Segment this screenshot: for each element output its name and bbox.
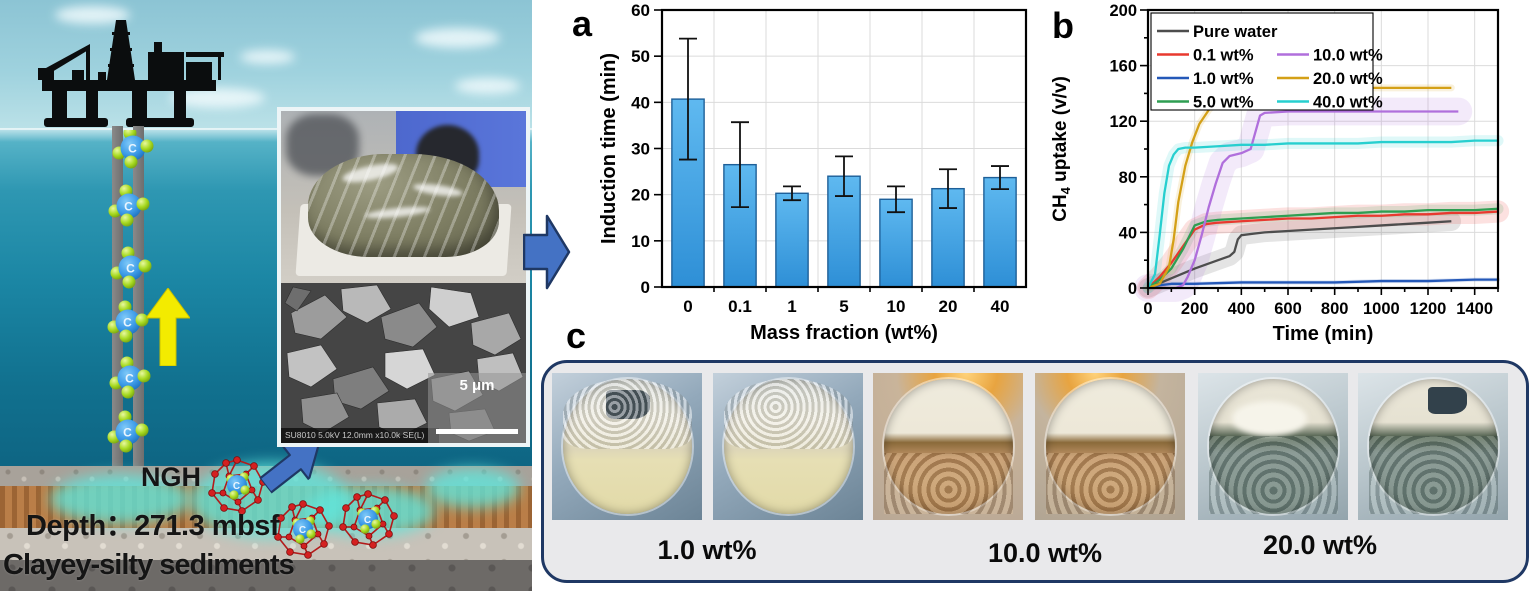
svg-text:60: 60 — [631, 1, 650, 20]
hydrate-photo-10wt-1 — [873, 373, 1023, 520]
svg-text:CH4 uptake (v/v): CH4 uptake (v/v) — [1050, 76, 1073, 222]
svg-text:1200: 1200 — [1410, 300, 1447, 318]
svg-text:30: 30 — [631, 140, 650, 159]
svg-text:0.1: 0.1 — [728, 297, 752, 316]
svg-text:10: 10 — [887, 297, 906, 316]
svg-text:200: 200 — [1181, 300, 1209, 318]
svg-text:40: 40 — [991, 297, 1010, 316]
sem-metadata-text: SU8010 5.0kV 12.0mm x10.0k SE(L) — [281, 428, 440, 443]
clay-sample-block — [307, 154, 500, 258]
sediment-layer — [0, 560, 532, 591]
sediment-type-label: Clayey-silty sediments — [3, 549, 295, 581]
photo-label-1wt: 1.0 wt% — [657, 535, 757, 565]
sediment-sample-photo — [281, 111, 526, 283]
svg-text:10: 10 — [631, 232, 650, 251]
depth-label: Depth：271.3 mbsf — [26, 510, 280, 542]
svg-text:Mass fraction (wt%): Mass fraction (wt%) — [750, 322, 938, 344]
hydrate-photo-20wt-2 — [1358, 373, 1508, 520]
cloud-icon — [240, 50, 295, 64]
cloud-icon — [455, 78, 520, 94]
series-lines — [1146, 86, 1499, 290]
axes: 0 10 20 30 40 50 60 0 0.1 1 5 10 20 40 — [631, 1, 1009, 316]
svg-text:20: 20 — [631, 186, 650, 205]
svg-text:1000: 1000 — [1363, 300, 1400, 318]
photo-label-10wt: 10.0 wt% — [987, 538, 1103, 568]
svg-text:800: 800 — [1321, 300, 1349, 318]
svg-text:400: 400 — [1228, 300, 1256, 318]
svg-text:0: 0 — [1143, 300, 1152, 318]
hydrate-photo-20wt-1 — [1198, 373, 1348, 520]
hydrate-deposit-glow — [50, 474, 190, 524]
sem-scale-bar — [435, 429, 519, 434]
axes: 0 200 400 600 800 1000 1200 1400 0 40 80 120 160 200 — [1109, 2, 1499, 318]
error-bars — [679, 37, 1009, 214]
svg-text:Pure water: Pure water — [1193, 23, 1278, 41]
photo-label-20wt: 20.0 wt% — [1262, 530, 1378, 560]
svg-text:5.0 wt%: 5.0 wt% — [1193, 94, 1254, 112]
hydrate-photo-1wt-2 — [713, 373, 863, 520]
svg-text:20: 20 — [939, 297, 958, 316]
svg-text:40: 40 — [631, 93, 650, 112]
sample-inset-box: SU8010 5.0kV 12.0mm x10.0k SE(L) 5 μm — [277, 107, 530, 447]
northeast-arrow-icon — [258, 442, 321, 494]
grid — [1148, 10, 1498, 288]
right-arrow-icon — [523, 214, 571, 290]
upward-flow-arrow-icon — [146, 288, 190, 366]
svg-text:200: 200 — [1109, 2, 1137, 20]
svg-text:120: 120 — [1109, 113, 1137, 131]
ch4-uptake-line-chart: 0 200 400 600 800 1000 1200 1400 0 40 80 120 160 200 T… — [1050, 2, 1510, 345]
legend: Pure water 0.1 wt% 1.0 wt% 5.0 wt% 10.0 wt% 2… — [1150, 12, 1383, 112]
cloud-icon — [415, 28, 500, 48]
svg-text:5: 5 — [839, 297, 848, 316]
svg-text:50: 50 — [631, 47, 650, 66]
offshore-platform-icon — [38, 20, 224, 127]
svg-text:1.0 wt%: 1.0 wt% — [1193, 70, 1254, 88]
seafloor-illustration: C — [0, 0, 532, 591]
svg-text:40: 40 — [1119, 224, 1137, 242]
uncertainty-bands — [1134, 84, 1510, 302]
panel-a-label: a — [572, 3, 593, 44]
svg-text:1400: 1400 — [1456, 300, 1493, 318]
svg-text:1: 1 — [787, 297, 796, 316]
svg-text:160: 160 — [1109, 58, 1137, 76]
induction-time-bar-chart: 0 10 20 30 40 50 60 0 0.1 1 5 10 20 40 Mass fraction (… — [598, 1, 1028, 344]
bars — [671, 98, 1017, 288]
panel-c-label: c — [566, 315, 587, 356]
svg-text:Time (min): Time (min) — [1273, 323, 1374, 345]
sem-image: SU8010 5.0kV 12.0mm x10.0k SE(L) 5 μm — [281, 283, 526, 443]
svg-text:0: 0 — [683, 297, 692, 316]
svg-text:0.1 wt%: 0.1 wt% — [1193, 47, 1254, 65]
hydrate-photo-1wt-1 — [552, 373, 702, 520]
svg-text:10.0 wt%: 10.0 wt% — [1313, 47, 1383, 65]
svg-text:40.0 wt%: 40.0 wt% — [1313, 94, 1383, 112]
svg-text:0: 0 — [641, 278, 650, 297]
sem-scale-label: 5 μm — [459, 376, 495, 394]
hydrate-cage-icon — [338, 489, 399, 550]
svg-text:0: 0 — [1128, 280, 1137, 298]
svg-text:20.0 wt%: 20.0 wt% — [1313, 70, 1383, 88]
hydrate-deposit-glow — [425, 468, 520, 508]
svg-text:80: 80 — [1119, 169, 1137, 187]
ngh-label: NGH — [141, 462, 201, 492]
svg-text:600: 600 — [1274, 300, 1302, 318]
sem-scale-box: 5 μm — [428, 372, 526, 443]
cloud-icon — [55, 6, 130, 24]
panel-b-label: b — [1052, 5, 1074, 46]
svg-text:Induction time (min): Induction time (min) — [598, 53, 620, 244]
cloud-icon — [170, 88, 265, 108]
hydrate-photo-10wt-2 — [1035, 373, 1185, 520]
